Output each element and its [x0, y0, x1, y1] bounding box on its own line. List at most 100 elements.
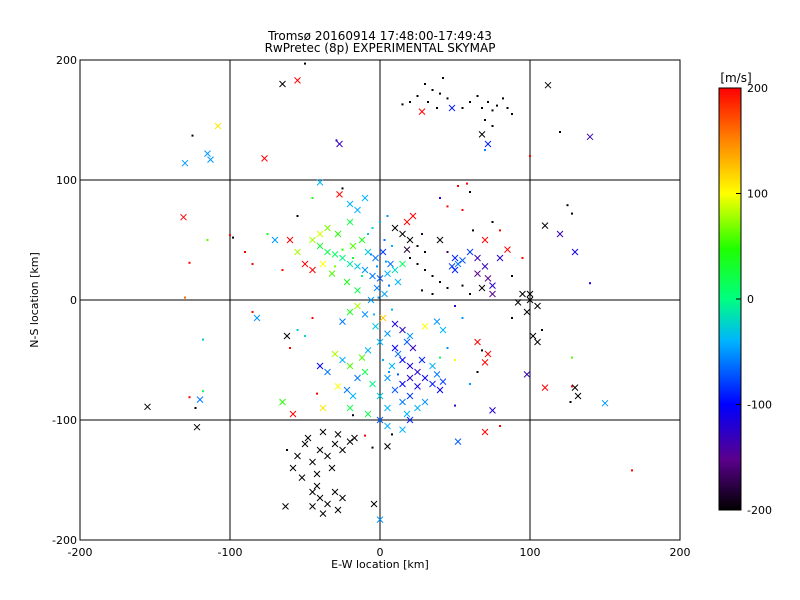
data-point-dot — [446, 97, 449, 100]
x-tick-label: 0 — [377, 546, 384, 559]
data-point-cross — [319, 428, 327, 436]
x-tick-label: -200 — [68, 546, 93, 559]
data-point-cross — [556, 230, 564, 238]
data-point-cross — [514, 299, 522, 306]
data-point-dot — [266, 233, 269, 235]
data-point-cross — [331, 251, 339, 258]
data-point-dot — [446, 287, 449, 289]
data-point-dot — [191, 134, 194, 137]
data-point-dot — [439, 92, 441, 95]
data-point-cross — [376, 338, 384, 346]
x-axis-label: E-W location [km] — [331, 558, 429, 571]
data-point-cross — [529, 332, 537, 340]
data-point-dot — [529, 155, 531, 157]
data-point-cross — [451, 266, 459, 274]
data-point-dot — [487, 101, 489, 103]
data-point-dot — [496, 104, 498, 107]
data-point-dot — [461, 284, 464, 287]
data-point-cross — [474, 270, 481, 277]
data-point-cross — [541, 384, 549, 391]
data-point-cross — [544, 81, 552, 89]
data-point-cross — [391, 320, 399, 328]
data-point-dot — [571, 356, 573, 359]
data-point-cross — [367, 296, 375, 304]
colorbar-tick-label: -100 — [747, 399, 772, 412]
data-point-cross — [334, 506, 342, 514]
data-point-dot — [506, 107, 509, 109]
data-point-cross — [406, 416, 414, 424]
data-point-cross — [354, 206, 361, 214]
chart-subtitle: RwPretec (8p) EXPERIMENTAL SKYMAP — [265, 41, 496, 55]
data-point-cross — [414, 368, 421, 376]
data-point-dot — [251, 311, 254, 313]
data-point-dot — [341, 187, 344, 190]
data-point-dot — [416, 245, 419, 247]
data-point-cross — [429, 362, 436, 370]
data-point-cross — [346, 200, 354, 208]
data-point-cross — [324, 452, 331, 460]
data-point-cross — [361, 368, 369, 376]
colorbar-tick-label: -200 — [747, 504, 772, 517]
data-point-cross — [523, 371, 531, 378]
data-point-cross — [289, 464, 297, 472]
data-point-dot — [352, 257, 354, 259]
data-point-cross — [484, 275, 492, 282]
data-point-dot — [476, 371, 479, 373]
data-point-cross — [339, 494, 346, 502]
data-point-dot — [427, 101, 429, 103]
data-point-cross — [349, 392, 357, 400]
data-point-dot — [511, 275, 513, 277]
data-point-cross — [406, 374, 414, 382]
data-point-cross — [364, 347, 372, 354]
data-point-dot — [499, 425, 501, 427]
data-point-cross — [403, 410, 411, 418]
data-point-cross — [346, 308, 354, 316]
data-point-cross — [316, 362, 324, 370]
data-point-cross — [376, 516, 384, 523]
data-point-cross — [309, 236, 316, 244]
data-point-dot — [391, 245, 393, 247]
data-point-cross — [279, 80, 286, 88]
data-point-dot — [296, 329, 299, 331]
data-point-cross — [316, 494, 324, 502]
data-point-cross — [372, 254, 379, 262]
data-point-dot — [511, 113, 513, 115]
data-point-cross — [346, 218, 354, 226]
data-point-cross — [376, 275, 384, 282]
data-point-dot — [454, 305, 456, 307]
data-point-dot — [571, 212, 573, 215]
data-point-dot — [388, 371, 390, 373]
data-point-cross — [286, 236, 294, 244]
data-point-cross — [361, 311, 369, 318]
data-point-dot — [206, 239, 209, 241]
data-point-cross — [436, 386, 444, 394]
data-point-dot — [457, 185, 459, 187]
data-point-cross — [376, 416, 384, 424]
data-point-cross — [316, 242, 324, 250]
data-point-cross — [313, 482, 321, 490]
data-point-cross — [399, 326, 406, 334]
data-point-dot — [484, 119, 486, 121]
data-point-cross — [439, 326, 447, 334]
data-point-cross — [354, 287, 361, 294]
data-point-dot — [371, 446, 374, 449]
data-point-dot — [502, 97, 504, 100]
data-point-dot — [446, 205, 449, 208]
data-point-cross — [373, 284, 381, 292]
data-point-cross — [324, 224, 331, 232]
data-point-cross — [481, 263, 489, 270]
data-point-cross — [376, 392, 384, 400]
data-point-dot — [188, 261, 191, 264]
x-tick-label: -100 — [218, 546, 243, 559]
data-point-cross — [358, 354, 366, 361]
data-point-dot — [424, 83, 426, 85]
data-point-cross — [421, 374, 429, 382]
data-point-cross — [399, 380, 406, 388]
data-point-cross — [181, 159, 189, 167]
data-point-dot — [311, 197, 314, 199]
data-point-cross — [384, 330, 391, 337]
data-point-dot — [289, 347, 291, 349]
data-point-dot — [334, 265, 336, 268]
data-point-cross — [301, 440, 309, 448]
data-point-cross — [309, 503, 316, 510]
